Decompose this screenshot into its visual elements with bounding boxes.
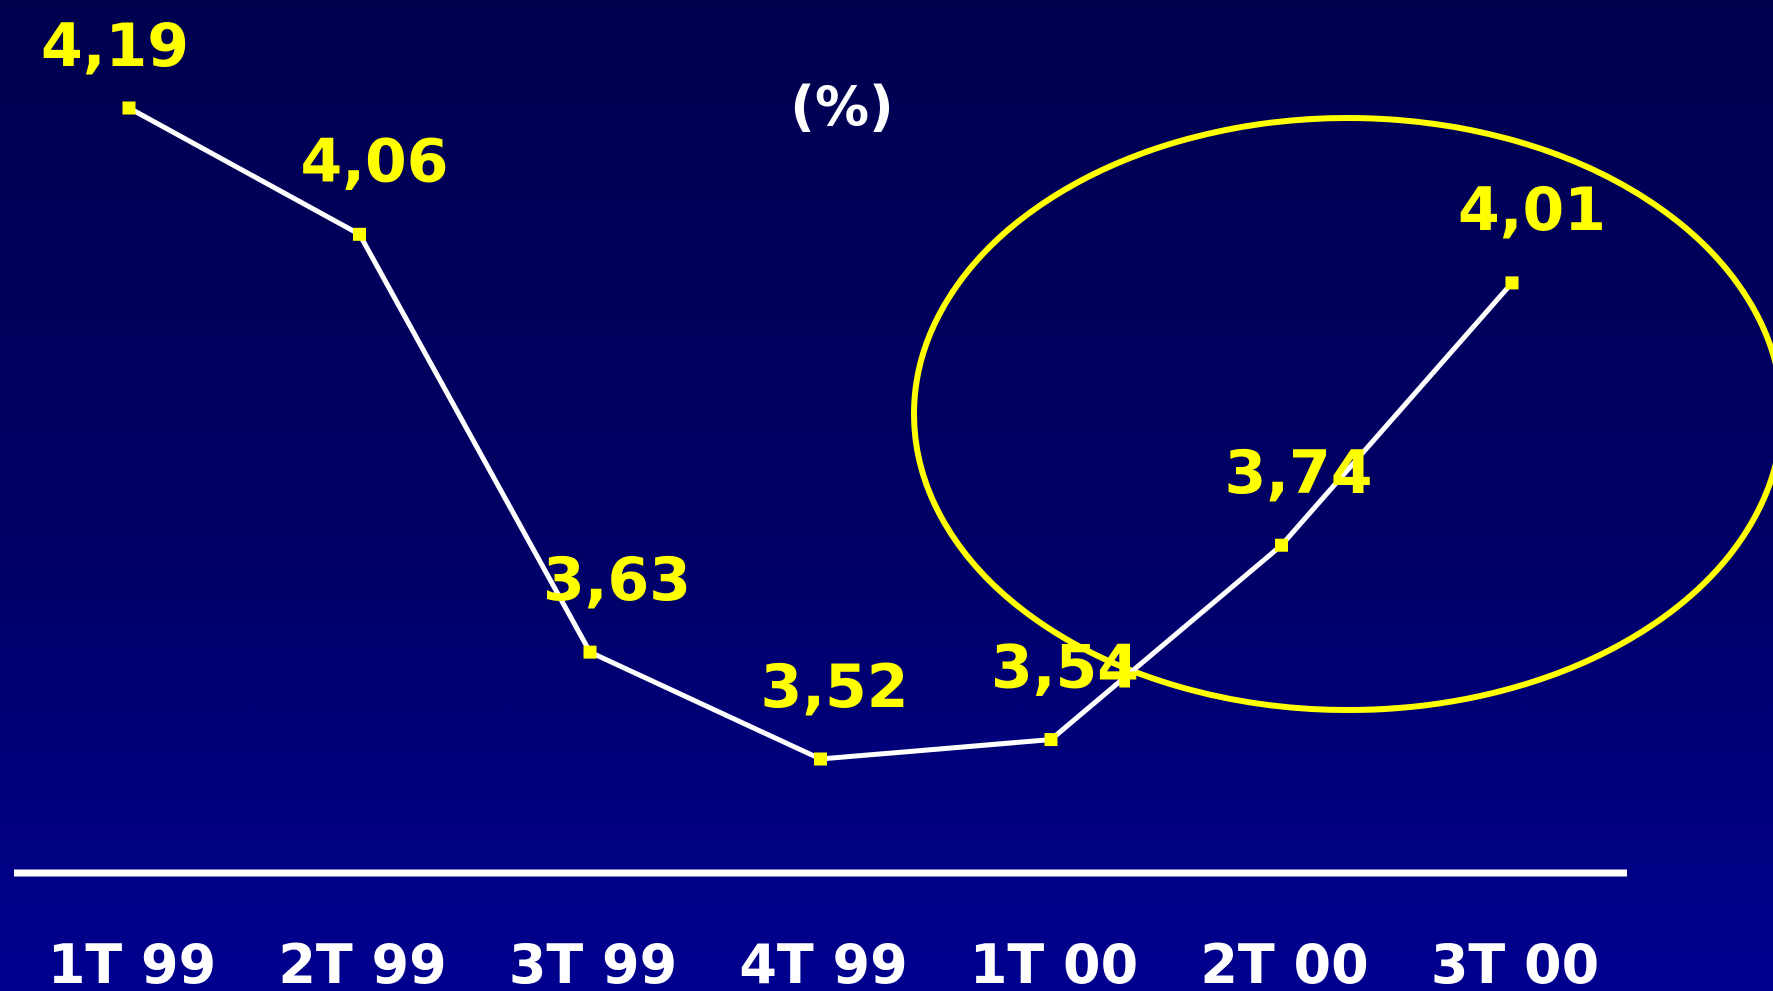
data-value-label: 4,01 (1458, 175, 1606, 245)
data-value-label: 4,19 (41, 11, 189, 81)
data-value-label: 3,63 (543, 545, 691, 615)
unit-label: (%) (790, 75, 893, 138)
data-marker (122, 101, 136, 115)
category-tick-label: 3T 99 (509, 933, 677, 991)
category-tick-label: 3T 00 (1431, 933, 1599, 991)
data-marker (583, 645, 597, 659)
category-tick-label: 1T 99 (48, 933, 216, 991)
data-value-label: 4,06 (300, 126, 448, 196)
value-labels: 4,19 4,06 3,63 3,52 3,54 3,74 4,01 (41, 11, 1606, 722)
data-markers (122, 101, 1519, 766)
category-tick-label: 4T 99 (739, 933, 907, 991)
category-labels: 1T 99 2T 99 3T 99 4T 99 1T 00 2T 00 3T 00 (48, 933, 1599, 991)
data-value-label: 3,74 (1224, 438, 1372, 508)
data-marker (1044, 733, 1058, 747)
data-marker (1505, 276, 1519, 290)
highlight-ellipse (911, 115, 1773, 713)
category-tick-label: 2T 00 (1200, 933, 1368, 991)
category-tick-label: 2T 99 (278, 933, 446, 991)
data-marker (353, 227, 366, 241)
data-value-label: 3,52 (760, 652, 908, 722)
data-marker (814, 752, 827, 766)
category-tick-label: 1T 00 (970, 933, 1138, 991)
data-value-label: 3,54 (991, 633, 1139, 703)
data-marker (1275, 538, 1288, 552)
